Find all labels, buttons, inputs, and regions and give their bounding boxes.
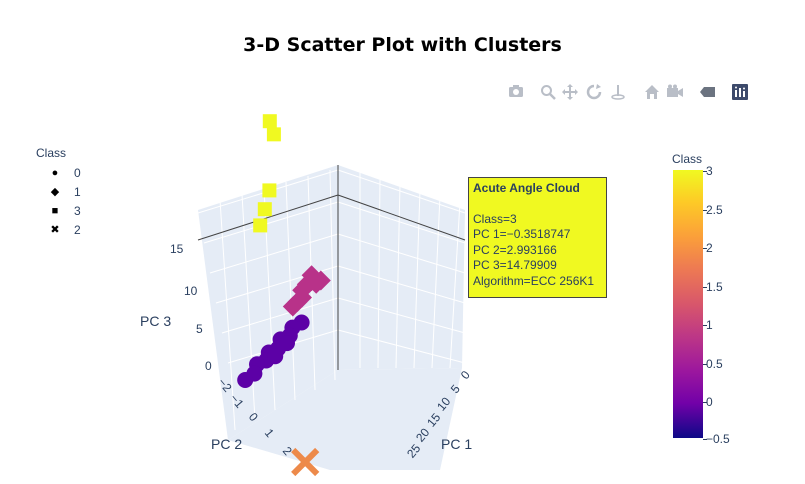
gridline <box>413 189 421 369</box>
x-icon: ✖ <box>50 224 60 236</box>
gridline <box>337 169 466 214</box>
points-layer <box>237 114 331 477</box>
legend-item-2[interactable]: ✖ 2 <box>36 221 81 240</box>
gridline <box>337 233 466 274</box>
colorbar-tick: 2 <box>703 241 713 255</box>
data-point-class-2[interactable] <box>291 447 320 477</box>
pan-icon[interactable] <box>561 84 579 102</box>
legend-title: Class <box>36 146 67 160</box>
legend-item-1[interactable]: ◆ 1 <box>36 183 81 202</box>
tooltip-line: PC 1=−0.3518747 <box>473 227 571 241</box>
chart-title: 3-D Scatter Plot with Clusters <box>243 34 562 56</box>
colorbar-tick: 1.5 <box>703 280 723 294</box>
data-point-class-1[interactable] <box>300 271 321 292</box>
colorbar-tick: 0 <box>703 395 713 409</box>
data-point-class-1[interactable] <box>282 296 303 317</box>
z-tick: 0 <box>205 359 212 373</box>
circle-icon: ● <box>51 167 59 179</box>
legend-item-3[interactable]: ■ 3 <box>36 202 81 221</box>
colorbar-tick: 0.5 <box>703 357 723 371</box>
data-point-class-3[interactable] <box>262 114 277 129</box>
gridline <box>209 233 339 274</box>
z-axis-title: PC 3 <box>140 313 172 329</box>
data-point-class-3[interactable] <box>253 218 268 233</box>
tooltip-title: Acute Angle Cloud <box>473 181 580 195</box>
zoom-icon[interactable] <box>539 84 557 102</box>
colorbar-tick: 3 <box>703 164 713 178</box>
x-axis-title: PC 1 <box>441 436 473 452</box>
gridline <box>221 297 339 334</box>
z-tick: 15 <box>170 242 184 256</box>
legend-label: 2 <box>74 223 81 237</box>
data-point-class-3[interactable] <box>257 202 272 217</box>
gridline <box>219 199 236 431</box>
tooltip-line: PC 2=2.993166 <box>473 242 557 257</box>
floor <box>228 368 462 470</box>
gridline <box>337 201 466 244</box>
legend-label: 3 <box>74 204 81 218</box>
colorbar-title: Class <box>672 152 703 166</box>
gridline <box>337 329 466 364</box>
gridline <box>337 265 466 304</box>
axis-edge <box>197 194 339 241</box>
legend-label: 0 <box>74 166 81 180</box>
gridline <box>337 297 466 334</box>
plotly-logo-icon[interactable] <box>731 84 749 102</box>
camera-icon[interactable] <box>507 84 525 102</box>
home-icon[interactable] <box>643 84 661 102</box>
gridline <box>329 169 336 381</box>
turntable-icon[interactable] <box>609 84 627 102</box>
wall-right <box>338 165 465 370</box>
data-point-class-0[interactable] <box>279 335 295 352</box>
data-point-class-3[interactable] <box>266 127 281 142</box>
modebar <box>505 84 755 104</box>
data-point-class-3[interactable] <box>262 183 277 198</box>
tooltip-line: Class=3 <box>473 211 517 226</box>
gridline <box>395 183 401 369</box>
hover-tooltip: Acute Angle Cloud Class=3 PC 1=−0.351874… <box>468 177 607 298</box>
square-icon: ■ <box>51 205 59 217</box>
gridlines <box>197 169 466 431</box>
camera-reset-icon[interactable] <box>666 84 684 102</box>
data-point-class-0[interactable] <box>237 372 254 388</box>
colorbar-tick: 1 <box>703 318 713 332</box>
gridline <box>203 201 339 244</box>
z-tick: 5 <box>196 322 203 336</box>
tooltip-line: Algorithm=ECC 256K1 <box>473 273 595 288</box>
hover-icon[interactable] <box>699 84 717 102</box>
gridline <box>285 181 296 401</box>
colorbar-tick: 2.5 <box>703 203 723 217</box>
y-axis-title: PC 2 <box>211 436 243 452</box>
gridline <box>449 201 461 369</box>
colorbar <box>673 170 703 438</box>
legend: Class ● 0 ◆ 1 ■ 3 ✖ 2 <box>36 146 81 240</box>
legend-item-0[interactable]: ● 0 <box>36 164 81 183</box>
z-tick: 10 <box>184 284 198 298</box>
data-point-class-0[interactable] <box>267 348 284 365</box>
diamond-icon: ◆ <box>50 186 60 198</box>
colorbar-tick: −0.5 <box>703 432 730 446</box>
orbit-icon[interactable] <box>585 84 603 102</box>
axis-edge <box>337 194 466 241</box>
legend-label: 1 <box>74 185 81 199</box>
gridline <box>431 195 441 369</box>
tooltip-line: PC 3=14.79909 <box>473 258 557 272</box>
